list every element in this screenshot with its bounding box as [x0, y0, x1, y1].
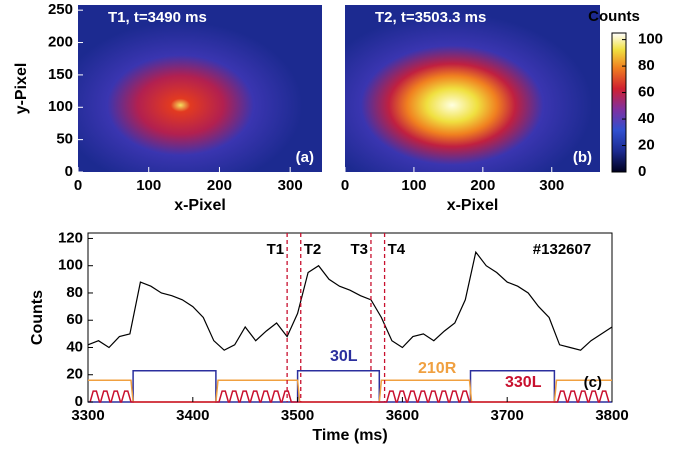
x-axis-label: x-Pixel — [174, 197, 226, 214]
series-line — [89, 390, 610, 403]
x-tick-label: 3800 — [595, 407, 628, 424]
x-axis-label: Time (ms) — [312, 427, 387, 444]
x-tick-label: 300 — [539, 177, 564, 194]
x-tick-label: 3700 — [491, 407, 524, 424]
x-tick-label: 3500 — [281, 407, 314, 424]
y-tick-label: 100 — [48, 98, 73, 115]
marker-label: T1 — [267, 241, 285, 258]
y-tick-label: 50 — [56, 131, 73, 148]
x-tick-label: 100 — [401, 177, 426, 194]
colorbar-tick-label: 0 — [638, 163, 646, 180]
heatmap-image — [78, 5, 322, 172]
y-tick-label: 60 — [66, 311, 83, 328]
marker-label: T4 — [388, 241, 406, 258]
y-tick-label: 100 — [58, 257, 83, 274]
x-tick-label: 100 — [136, 177, 161, 194]
series-label: 330L — [505, 374, 542, 391]
y-axis-label: Counts — [29, 290, 46, 345]
y-tick-label: 120 — [58, 229, 83, 246]
annotation: #132607 — [533, 241, 591, 258]
x-tick-label: 300 — [278, 177, 303, 194]
heatmap-image — [345, 5, 600, 172]
colorbar-tick-label: 80 — [638, 57, 655, 74]
marker-label: T3 — [350, 241, 368, 258]
y-tick-label: 0 — [65, 163, 73, 180]
x-tick-label: 200 — [470, 177, 495, 194]
series-line — [88, 369, 612, 403]
panel-label: (a) — [296, 149, 314, 166]
colorbar-tick-label: 100 — [638, 31, 663, 48]
series-label: 210R — [418, 360, 457, 377]
y-tick-label: 40 — [66, 338, 83, 355]
marker-label: T2 — [304, 241, 322, 258]
panel-label: (c) — [584, 374, 602, 391]
y-tick-label: 20 — [66, 366, 83, 383]
colorbar-tick-label: 20 — [638, 136, 655, 153]
series-label: 30L — [330, 348, 358, 365]
y-axis-label: y-Pixel — [13, 63, 30, 115]
colorbar-tick-label: 40 — [638, 110, 655, 127]
panel-label: (b) — [573, 149, 592, 166]
series-line — [87, 250, 613, 351]
y-tick-label: 150 — [48, 66, 73, 83]
y-tick-label: 250 — [48, 1, 73, 18]
x-tick-label: 3400 — [176, 407, 209, 424]
x-tick-label: 200 — [207, 177, 232, 194]
x-axis-label: x-Pixel — [447, 197, 499, 214]
y-tick-label: 80 — [66, 284, 83, 301]
x-tick-label: 3600 — [386, 407, 419, 424]
panel-title: T1, t=3490 ms — [108, 9, 207, 26]
panel-title: T2, t=3503.3 ms — [375, 9, 486, 26]
colorbar-tick-label: 60 — [638, 84, 655, 101]
colorbar-title: Counts — [588, 8, 640, 25]
colorbar — [611, 32, 627, 173]
y-tick-label: 0 — [75, 393, 83, 410]
x-tick-label: 0 — [341, 177, 349, 194]
x-tick-label: 0 — [74, 177, 82, 194]
x-tick-label: 3300 — [71, 407, 104, 424]
y-tick-label: 200 — [48, 34, 73, 51]
